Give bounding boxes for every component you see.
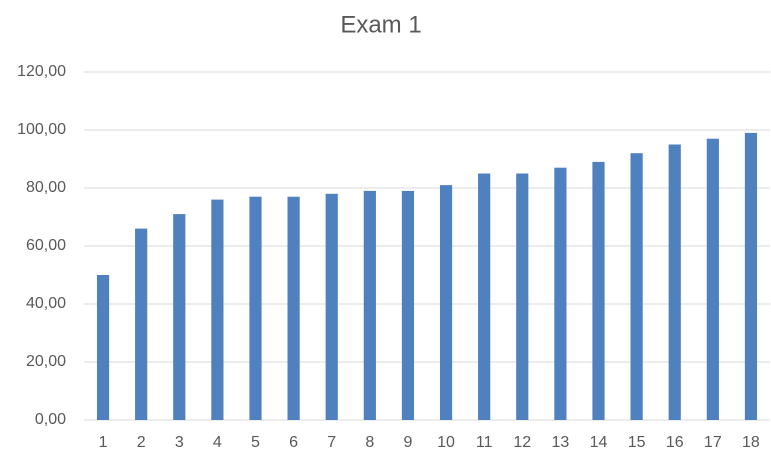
x-tick-label: 2 (137, 434, 146, 451)
bar (211, 199, 224, 420)
x-tick-label: 5 (251, 434, 260, 451)
chart-title: Exam 1 (340, 11, 421, 38)
y-tick-label: 80,00 (26, 179, 66, 196)
bar (135, 228, 148, 420)
x-tick-label: 9 (403, 434, 412, 451)
bar (249, 196, 262, 420)
x-tick-label: 6 (289, 434, 298, 451)
bar (287, 196, 300, 420)
y-tick-label: 120,00 (17, 63, 66, 80)
x-tick-label: 4 (213, 434, 222, 451)
x-tick-label: 13 (551, 434, 569, 451)
bar (630, 153, 643, 420)
bar (592, 161, 605, 420)
x-tick-label: 15 (628, 434, 646, 451)
x-tick-label: 10 (437, 434, 455, 451)
x-tick-label: 3 (175, 434, 184, 451)
bar (96, 275, 110, 420)
x-tick-label: 16 (666, 434, 684, 451)
x-tick-label: 1 (99, 434, 108, 451)
y-tick-label: 20,00 (26, 353, 66, 370)
bar (516, 173, 529, 420)
x-tick-label: 7 (327, 434, 336, 451)
x-tick-label: 11 (476, 434, 493, 451)
bar (439, 185, 453, 420)
bar (706, 138, 719, 420)
x-tick-label: 8 (365, 434, 374, 451)
bar (173, 214, 186, 420)
x-tick-label: 18 (742, 434, 760, 451)
y-tick-label: 60,00 (26, 237, 66, 254)
bar (478, 173, 491, 420)
bar (668, 144, 681, 420)
bar (401, 190, 415, 420)
bar (363, 190, 376, 420)
y-tick-label: 100,00 (17, 121, 66, 138)
bar (554, 167, 567, 420)
x-tick-label: 17 (704, 434, 722, 451)
bar (325, 193, 338, 420)
y-tick-label: 40,00 (26, 295, 66, 312)
x-tick-label: 14 (590, 434, 608, 451)
x-tick-label: 12 (513, 434, 531, 451)
bar (744, 132, 758, 420)
y-tick-label: 0,00 (35, 411, 66, 428)
